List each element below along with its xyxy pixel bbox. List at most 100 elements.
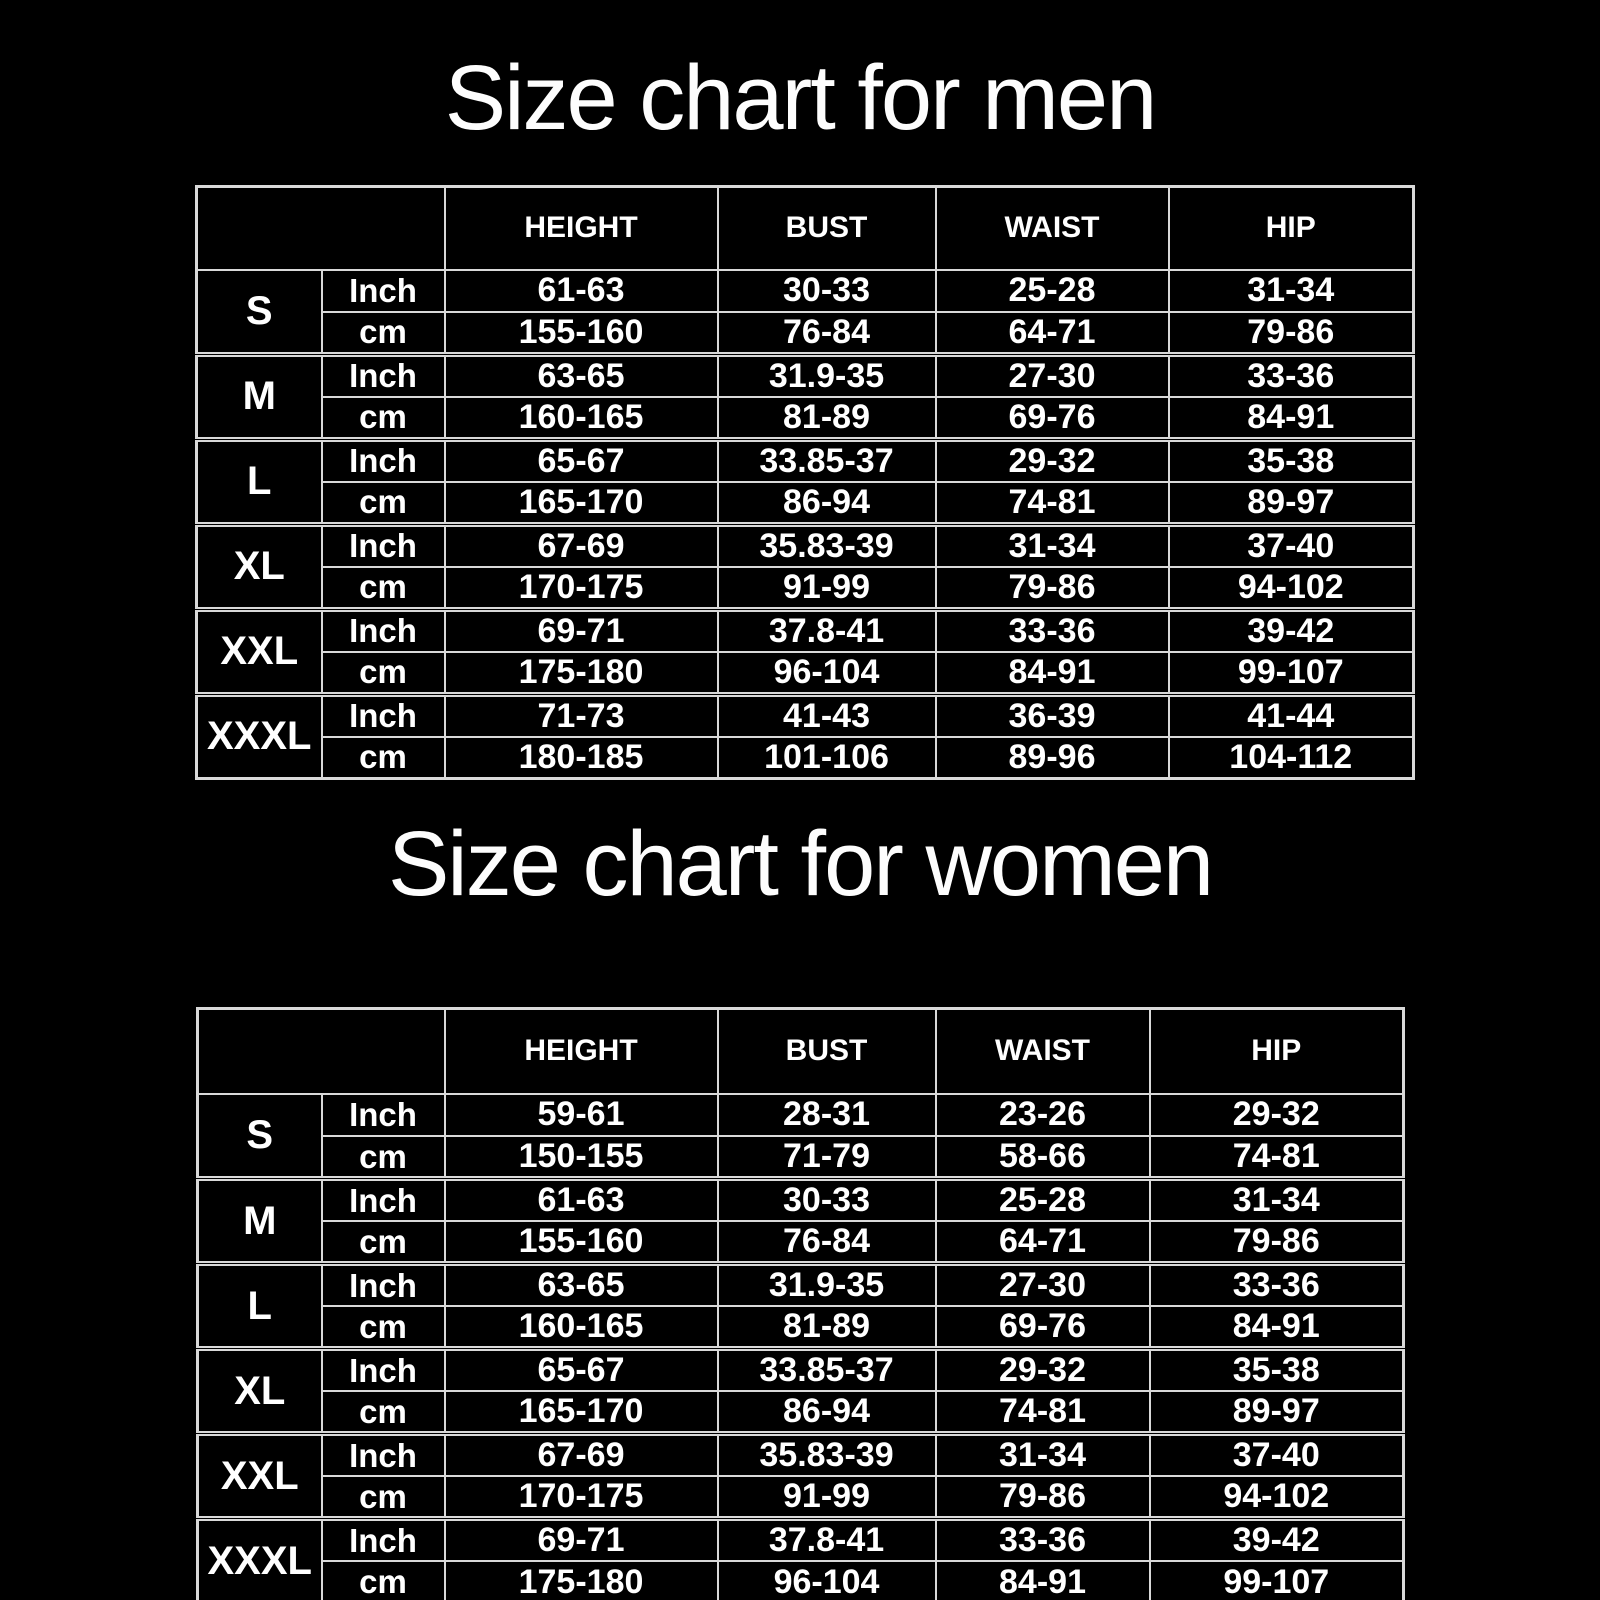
value-cell: 170-175	[443, 565, 719, 610]
value-cell: 79-86	[934, 1475, 1151, 1520]
size-group-xxxl: XXXL Inch 69-71 37.8-41 33-36 39-42 cm 175-180 9…	[196, 1517, 1405, 1600]
value-cell: 35.83-39	[716, 523, 937, 568]
size-group-xxl: XXL Inch 69-71 37.8-41 33-36 39-42 cm 175-180 96…	[195, 608, 1415, 695]
value-cell: 29-32	[1148, 1092, 1405, 1137]
value-cell: 35-38	[1148, 1347, 1405, 1392]
value-cell: 79-86	[1167, 310, 1415, 355]
size-group-m: M Inch 61-63 30-33 25-28 31-34 cm 155-160 76-84 6…	[196, 1177, 1405, 1265]
value-cell: 94-102	[1148, 1475, 1405, 1520]
row-xxl-cm: cm 170-175 91-99 79-86 94-102	[198, 1475, 1405, 1520]
unit-label-inch: Inch	[320, 353, 446, 398]
unit-label-cm: cm	[320, 310, 446, 355]
unit-label-cm: cm	[320, 1475, 446, 1520]
value-cell: 41-43	[716, 693, 937, 738]
unit-label-cm: cm	[320, 1135, 446, 1180]
size-label: M	[195, 353, 323, 440]
value-cell: 71-73	[443, 693, 719, 738]
value-cell: 37.8-41	[716, 1517, 937, 1562]
value-cell: 37-40	[1148, 1432, 1405, 1477]
value-cell: 64-71	[934, 310, 1170, 355]
value-cell: 67-69	[443, 1432, 719, 1477]
row-s-inch: S Inch 59-61 28-31 23-26 29-32	[196, 1092, 1405, 1180]
row-xl-cm: cm 170-175 91-99 79-86 94-102	[197, 565, 1415, 610]
unit-label-cm: cm	[320, 735, 446, 780]
value-cell: 96-104	[716, 650, 937, 695]
value-cell: 29-32	[934, 1347, 1151, 1392]
size-label: XXL	[195, 608, 323, 695]
row-m-cm: cm 155-160 76-84 64-71 79-86	[198, 1220, 1405, 1265]
value-cell: 91-99	[716, 1475, 937, 1520]
value-cell: 30-33	[716, 1177, 937, 1222]
unit-label-inch: Inch	[320, 1347, 446, 1392]
value-cell: 36-39	[934, 693, 1170, 738]
women-size-chart-table: HEIGHT BUST WAIST HIP S Inch 59-61 28-31 23-26 29…	[196, 1007, 1405, 1600]
value-cell: 69-76	[934, 1305, 1151, 1350]
value-cell: 91-99	[716, 565, 937, 610]
size-group-s: S Inch 61-63 30-33 25-28 31-34 cm 155-160 76-84 6…	[195, 268, 1415, 355]
size-group-s: S Inch 59-61 28-31 23-26 29-32 cm 150-155 71-79 5…	[196, 1092, 1405, 1180]
value-cell: 37-40	[1167, 523, 1415, 568]
value-cell: 39-42	[1148, 1517, 1405, 1562]
header-row: HEIGHT BUST WAIST HIP	[196, 1007, 1405, 1095]
size-group-xxl: XXL Inch 67-69 35.83-39 31-34 37-40 cm 170-175 9…	[196, 1432, 1405, 1520]
row-xxxl-inch: XXXL Inch 71-73 41-43 36-39 41-44	[195, 693, 1415, 780]
value-cell: 65-67	[443, 438, 719, 483]
unit-label-cm: cm	[320, 565, 446, 610]
unit-label-inch: Inch	[320, 1177, 446, 1222]
row-l-inch: L Inch 63-65 31.9-35 27-30 33-36	[196, 1262, 1405, 1350]
value-cell: 65-67	[443, 1347, 719, 1392]
value-cell: 94-102	[1167, 565, 1415, 610]
value-cell: 27-30	[934, 1262, 1151, 1307]
value-cell: 61-63	[443, 1177, 719, 1222]
row-xxl-inch: XXL Inch 67-69 35.83-39 31-34 37-40	[196, 1432, 1405, 1520]
value-cell: 160-165	[443, 395, 719, 440]
row-l-cm: cm 160-165 81-89 69-76 84-91	[198, 1305, 1405, 1350]
value-cell: 41-44	[1167, 693, 1415, 738]
value-cell: 74-81	[1148, 1135, 1405, 1180]
value-cell: 155-160	[443, 310, 719, 355]
value-cell: 175-180	[443, 1560, 719, 1600]
value-cell: 58-66	[934, 1135, 1151, 1180]
size-label: S	[195, 268, 323, 355]
value-cell: 27-30	[934, 353, 1170, 398]
row-s-inch: S Inch 61-63 30-33 25-28 31-34	[195, 268, 1415, 355]
size-label: S	[196, 1092, 323, 1180]
size-label: XL	[195, 523, 323, 610]
row-xxxl-cm: cm 175-180 96-104 84-91 99-107	[198, 1560, 1405, 1600]
unit-label-cm: cm	[320, 1220, 446, 1265]
value-cell: 84-91	[1148, 1305, 1405, 1350]
column-header-waist: WAIST	[934, 185, 1170, 271]
value-cell: 35-38	[1167, 438, 1415, 483]
column-header-bust: BUST	[716, 185, 937, 271]
unit-label-cm: cm	[320, 1560, 446, 1600]
size-label: XXXL	[196, 1517, 323, 1600]
value-cell: 31.9-35	[716, 1262, 937, 1307]
row-m-inch: M Inch 61-63 30-33 25-28 31-34	[196, 1177, 1405, 1265]
row-m-cm: cm 160-165 81-89 69-76 84-91	[197, 395, 1415, 440]
size-label: M	[196, 1177, 323, 1265]
value-cell: 59-61	[443, 1092, 719, 1137]
size-label: XL	[196, 1347, 323, 1435]
value-cell: 180-185	[443, 735, 719, 780]
value-cell: 28-31	[716, 1092, 937, 1137]
value-cell: 63-65	[443, 1262, 719, 1307]
value-cell: 71-79	[716, 1135, 937, 1180]
row-l-cm: cm 165-170 86-94 74-81 89-97	[197, 480, 1415, 525]
men-chart-title: Size chart for men	[444, 47, 1158, 149]
value-cell: 84-91	[934, 650, 1170, 695]
column-header-bust: BUST	[716, 1007, 937, 1095]
value-cell: 170-175	[443, 1475, 719, 1520]
value-cell: 31-34	[1167, 268, 1415, 313]
value-cell: 79-86	[934, 565, 1170, 610]
value-cell: 84-91	[934, 1560, 1151, 1600]
value-cell: 33-36	[934, 608, 1170, 653]
column-header-height: HEIGHT	[443, 185, 719, 271]
value-cell: 74-81	[934, 480, 1170, 525]
row-s-cm: cm 150-155 71-79 58-66 74-81	[198, 1135, 1405, 1180]
value-cell: 25-28	[934, 268, 1170, 313]
value-cell: 35.83-39	[716, 1432, 937, 1477]
value-cell: 76-84	[716, 310, 937, 355]
row-xxl-inch: XXL Inch 69-71 37.8-41 33-36 39-42	[195, 608, 1415, 695]
unit-label-cm: cm	[320, 395, 446, 440]
